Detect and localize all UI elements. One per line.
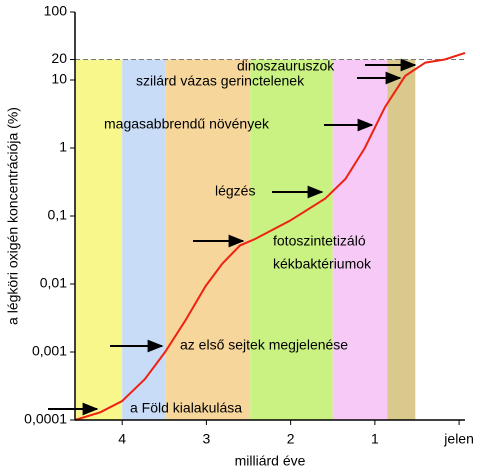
y-tick-label: 0,0001 (24, 411, 67, 427)
annotation: magasabbrendű növények (104, 116, 270, 132)
y-tick-label: 1 (59, 139, 67, 155)
annotation: az első sejtek megjelenése (180, 337, 348, 353)
line (74, 51, 466, 421)
annotation: dinoszauruszok (237, 58, 335, 74)
y-tick-label: 20 (51, 50, 67, 66)
plot (74, 51, 466, 421)
band (250, 59, 333, 420)
x-tick-label: 4 (118, 431, 126, 447)
band (165, 59, 251, 420)
bands (75, 59, 416, 420)
x-axis-label: milliárd éve (235, 453, 306, 469)
annotation: légzés (215, 183, 255, 199)
x-tick-label: 2 (287, 431, 295, 447)
annotation: a Föld kialakulása (130, 400, 242, 416)
y-tick-label: 0,1 (48, 207, 68, 223)
y-tick-label: 0,001 (32, 343, 67, 359)
x-tick-label: 1 (371, 431, 379, 447)
band (387, 59, 416, 420)
y-tick-label: 100 (44, 3, 68, 19)
x-tick-label: jelen (443, 431, 474, 447)
y-axis-label: a légköri oxigén koncentrációja (%) (5, 107, 21, 325)
band (75, 59, 123, 420)
band (122, 59, 166, 420)
x-tick-label: 3 (203, 431, 211, 447)
y-tick-label: 10 (51, 71, 67, 87)
annotation: fotoszintetizáló (273, 233, 366, 249)
annotation: szilárd vázas gerinctelenek (136, 73, 305, 89)
y-tick-label: 0,01 (40, 275, 67, 291)
annotation: kékbaktériumok (273, 256, 372, 272)
grid: 0,0001 0,001 0,01 0,1 1 10 20 100 4 3 2 1 jelen (24, 3, 474, 447)
